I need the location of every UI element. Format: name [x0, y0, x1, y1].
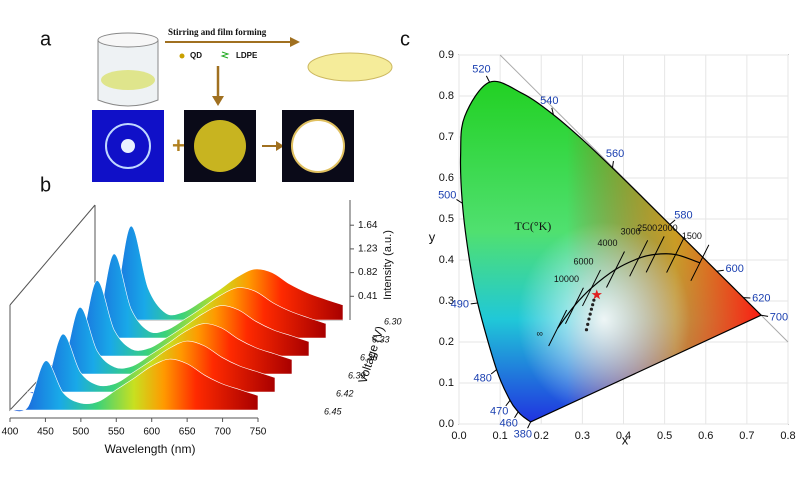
y-axis-title: Intensity (a.u.) — [382, 230, 394, 300]
qd-icon — [180, 54, 185, 59]
beaker — [98, 33, 158, 106]
panel-label: c — [400, 28, 410, 50]
y-tick-label: 0.82 — [358, 267, 378, 278]
x-tick-label: 0.1 — [492, 430, 507, 442]
series-label: 6.30 — [384, 316, 402, 326]
locus-label: 480 — [473, 372, 491, 384]
x-tick-label: 0.7 — [739, 430, 754, 442]
locus-label: 490 — [451, 299, 469, 311]
x-tick-label: 550 — [108, 427, 125, 438]
x-tick-label: 0.3 — [575, 430, 590, 442]
locus-tick — [717, 270, 724, 271]
x-tick-label: 450 — [37, 427, 54, 438]
temperature-label: 6000 — [573, 256, 593, 266]
y-tick-label: 1.64 — [358, 220, 378, 231]
arrow-head — [212, 96, 224, 106]
locus-tick — [528, 422, 531, 428]
x-tick-label: 700 — [214, 427, 231, 438]
series-label: 6.33 — [372, 334, 390, 344]
y-tick-label: 0.8 — [439, 90, 454, 102]
y-tick-label: 1.23 — [358, 244, 378, 255]
sample-point — [587, 317, 590, 320]
series-label: 6.36 — [360, 352, 378, 362]
sample-point — [592, 299, 595, 302]
locus-label: 500 — [438, 190, 456, 202]
arrow-head — [290, 37, 300, 47]
locus-label: 380 — [514, 428, 532, 440]
sample-point — [589, 313, 592, 316]
temperature-label: 2000 — [658, 223, 678, 233]
locus-label: 540 — [540, 95, 558, 107]
sample-point — [591, 303, 594, 306]
y-tick-label: 0.7 — [439, 131, 454, 143]
film-disc — [194, 120, 246, 172]
locus-tick — [486, 76, 489, 82]
y-tick-label: 0.9 — [439, 49, 454, 61]
x-tick-label: 0.5 — [657, 430, 672, 442]
temperature-label: ∞ — [536, 328, 542, 338]
locus-label: 520 — [472, 64, 490, 76]
x-tick-label: 750 — [250, 427, 267, 438]
x-tick-label: 0.4 — [616, 430, 631, 442]
legend-ldpe: LDPE — [236, 51, 258, 60]
film — [308, 53, 392, 81]
plus: + — [172, 133, 185, 158]
x-axis-title: Wavelength (nm) — [105, 442, 196, 456]
locus-label: 620 — [752, 292, 770, 304]
temperature-label: 1500 — [682, 231, 702, 241]
locus-tick — [491, 370, 496, 374]
locus-label: 460 — [500, 418, 518, 430]
y-tick-label: 0.0 — [439, 418, 454, 430]
locus-label: 560 — [606, 148, 624, 160]
series-label: 6.42 — [336, 388, 354, 398]
planckian-title: TC(°K) — [515, 219, 552, 233]
series-label: 6.39 — [348, 370, 366, 380]
locus-label: 700 — [770, 311, 788, 323]
x-tick-label: 500 — [73, 427, 90, 438]
panel-label: b — [40, 174, 51, 196]
temperature-label: 4000 — [597, 238, 617, 248]
x-tick-label: 650 — [179, 427, 196, 438]
sample-point — [586, 323, 589, 326]
gamut-fill — [459, 76, 767, 425]
locus-label: 600 — [725, 263, 743, 275]
locus-label: 580 — [674, 209, 692, 221]
series-label: 6.45 — [324, 406, 343, 416]
locus-tick — [612, 161, 613, 168]
sample-point — [585, 328, 588, 331]
ldpe-icon — [222, 52, 228, 58]
led-chip — [121, 139, 135, 153]
y-tick-label: 0.5 — [439, 213, 454, 225]
legend-qd: QD — [190, 51, 202, 60]
panel-label: a — [40, 28, 52, 50]
gamut-layer — [459, 76, 767, 425]
temperature-label: 10000 — [554, 274, 579, 284]
y-tick-label: 0.41 — [358, 291, 378, 302]
y-axis-title: y — [429, 229, 436, 244]
x-tick-label: 0.2 — [534, 430, 549, 442]
temperature-label: 2500 — [637, 223, 657, 233]
y-tick-label: 0.6 — [439, 172, 454, 184]
y-tick-label: 0.2 — [439, 336, 454, 348]
y-tick-label: 0.1 — [439, 377, 454, 389]
x-tick-label: 400 — [2, 427, 19, 438]
x-tick-label: 600 — [143, 427, 160, 438]
locus-tick — [471, 303, 478, 304]
y-tick-label: 0.4 — [439, 254, 454, 266]
sample-point — [590, 308, 593, 311]
x-tick-label: 0.6 — [698, 430, 713, 442]
wled-disc — [292, 120, 344, 172]
x-tick-label: 0.8 — [780, 430, 795, 442]
process-label: Stirring and film forming — [168, 27, 267, 37]
x-tick-label: 0.0 — [451, 430, 466, 442]
locus-label: 470 — [490, 405, 508, 417]
